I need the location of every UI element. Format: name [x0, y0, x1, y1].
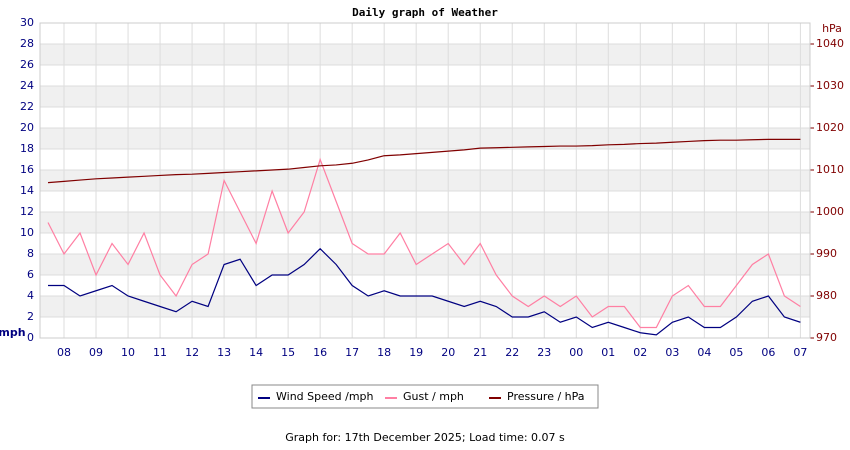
grid-band	[40, 212, 810, 233]
x-tick-label: 00	[569, 346, 583, 359]
y-tick-label: 16	[20, 163, 34, 176]
x-tick-label: 10	[121, 346, 135, 359]
series-line	[47, 138, 801, 184]
y-tick-label: 22	[20, 100, 34, 113]
x-tick-label: 22	[505, 346, 519, 359]
legend-box	[251, 384, 599, 409]
grid-band	[40, 170, 810, 191]
series-line	[48, 247, 801, 336]
x-tick-label: 04	[697, 346, 711, 359]
y-unit: mph	[0, 326, 26, 339]
grid-band	[40, 128, 810, 149]
chart-title: Daily graph of Weather	[352, 6, 498, 19]
x-tick-label: 06	[761, 346, 775, 359]
y-tick-label: 12	[20, 205, 34, 218]
footer: Graph for: 17th December 2025; Load time…	[285, 431, 565, 444]
x-tick-label: 17	[345, 346, 359, 359]
x-tick-label: 09	[89, 346, 103, 359]
y2-tick-label: 1010	[816, 163, 844, 176]
x-tick-label: 23	[537, 346, 551, 359]
x-tick-label: 21	[473, 346, 487, 359]
y2-tick-label: 980	[816, 289, 837, 302]
x-tick-label: 16	[313, 346, 327, 359]
grid-band	[40, 86, 810, 107]
y-tick-label: 6	[27, 268, 34, 281]
y-tick-label: 30	[20, 16, 34, 29]
x-tick-label: 12	[185, 346, 199, 359]
y2-tick-label: 1030	[816, 79, 844, 92]
x-tick-label: 08	[57, 346, 71, 359]
x-tick-label: 19	[409, 346, 423, 359]
x-tick-label: 18	[377, 346, 391, 359]
series-line	[47, 157, 801, 329]
y2-unit: hPa	[822, 22, 842, 35]
y2-tick-label: 970	[816, 331, 837, 344]
x-tick-label: 03	[665, 346, 679, 359]
y2-tick-label: 1020	[816, 121, 844, 134]
x-tick-label: 13	[217, 346, 231, 359]
y-tick-label: 10	[20, 226, 34, 239]
legend-label: Gust / mph	[403, 390, 464, 403]
y2-tick-label: 1040	[816, 37, 844, 50]
legend-label: Wind Speed /mph	[276, 390, 374, 403]
plot-frame	[39, 22, 811, 339]
x-tick-label: 20	[441, 346, 455, 359]
y-tick-label: 26	[20, 58, 34, 71]
grid-band	[40, 44, 810, 65]
grid-band	[40, 254, 810, 275]
y-tick-label: 28	[20, 37, 34, 50]
x-tick-label: 07	[793, 346, 807, 359]
y2-tick-label: 990	[816, 247, 837, 260]
x-tick-label: 11	[153, 346, 167, 359]
y-tick-label: 24	[20, 79, 34, 92]
x-tick-label: 15	[281, 346, 295, 359]
x-tick-label: 05	[729, 346, 743, 359]
legend-label: Pressure / hPa	[507, 390, 585, 403]
y-tick-label: 4	[27, 289, 34, 302]
y-tick-label: 8	[27, 247, 34, 260]
x-tick-label: 14	[249, 346, 263, 359]
y-tick-label: 2	[27, 310, 34, 323]
grid-band	[40, 296, 810, 317]
y-tick-label: 14	[20, 184, 34, 197]
y-tick-label: 0	[27, 331, 34, 344]
x-tick-label: 02	[633, 346, 647, 359]
x-tick-label: 01	[601, 346, 615, 359]
y-tick-label: 20	[20, 121, 34, 134]
y2-tick-label: 1000	[816, 205, 844, 218]
y-tick-label: 18	[20, 142, 34, 155]
